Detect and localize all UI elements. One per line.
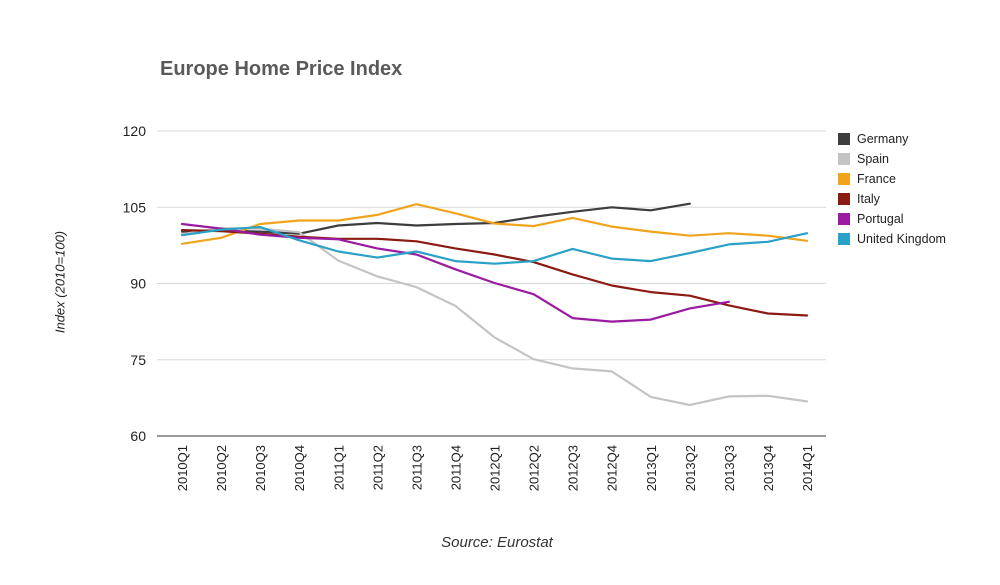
legend-label-united-kingdom: United Kingdom: [857, 232, 946, 246]
x-tick-label: 2011Q1: [331, 445, 346, 490]
source-note: Source: Eurostat: [0, 534, 1000, 551]
x-tick-label: 2012Q4: [605, 445, 620, 491]
legend-swatch-italy: [838, 193, 850, 205]
series-line-france: [180, 203, 809, 245]
series-line-spain: [180, 227, 809, 407]
gridlines: [157, 130, 826, 437]
legend-label-italy: Italy: [857, 192, 881, 206]
legend-label-france: France: [857, 172, 896, 186]
x-tick-label: 2014Q1: [800, 445, 815, 491]
y-axis-ticks: 60 75 90 105 120: [123, 123, 147, 444]
series-line-united-kingdom: [180, 226, 809, 265]
legend-swatch-france: [838, 173, 850, 185]
x-tick-label: 2011Q4: [448, 445, 463, 490]
x-tick-label: 2010Q3: [253, 445, 268, 491]
legend-label-spain: Spain: [857, 152, 889, 166]
y-tick-label: 90: [130, 276, 146, 292]
source-text: Source: Eurostat: [441, 534, 553, 551]
legend-swatch-spain: [838, 153, 850, 165]
legend-label-germany: Germany: [857, 132, 909, 146]
x-tick-label: 2012Q1: [488, 445, 503, 491]
x-tick-label: 2012Q2: [527, 445, 542, 491]
x-tick-label: 2011Q3: [409, 445, 424, 490]
x-tick-label: 2013Q2: [683, 445, 698, 491]
legend-swatch-united-kingdom: [838, 233, 850, 245]
y-tick-label: 60: [130, 428, 146, 444]
y-tick-label: 75: [130, 352, 146, 368]
x-axis-ticks: 2010Q1 2010Q2 2010Q3 2010Q4 2011Q1 2011Q2 2011…: [175, 445, 815, 491]
x-tick-label: 2011Q2: [370, 445, 385, 490]
x-tick-label: 2013Q3: [722, 445, 737, 491]
series-lines: [180, 202, 809, 407]
chart-title: Europe Home Price Index: [160, 58, 403, 80]
legend: Germany Spain France Italy Portugal United Ki…: [838, 132, 946, 246]
x-tick-label: 2013Q4: [761, 445, 776, 491]
x-tick-label: 2012Q3: [566, 445, 581, 491]
x-tick-label: 2013Q1: [644, 445, 659, 491]
x-tick-label: 2010Q4: [292, 445, 307, 491]
series-line-portugal: [180, 222, 730, 323]
legend-swatch-germany: [838, 133, 850, 145]
x-tick-label: 2010Q1: [175, 445, 190, 491]
x-tick-label: 2010Q2: [214, 445, 229, 491]
legend-swatch-portugal: [838, 213, 850, 225]
legend-label-portugal: Portugal: [857, 212, 904, 226]
y-tick-label: 105: [123, 199, 147, 215]
y-tick-label: 120: [123, 123, 147, 139]
series-line-italy: [180, 229, 809, 317]
series-line-germany: [180, 202, 691, 235]
